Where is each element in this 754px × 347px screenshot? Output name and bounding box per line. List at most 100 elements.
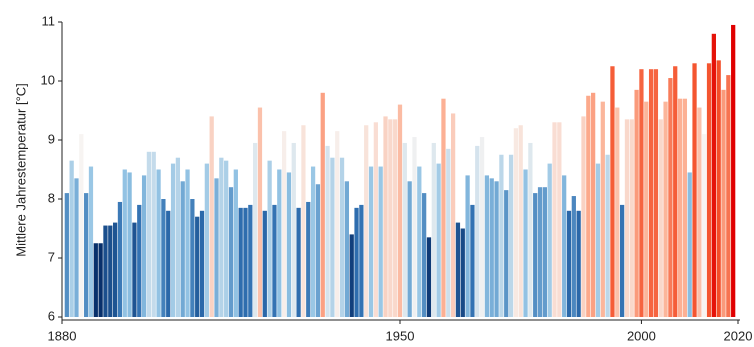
bar xyxy=(224,160,229,317)
bar xyxy=(562,175,567,317)
bar xyxy=(581,116,586,318)
bar xyxy=(170,163,176,317)
bar xyxy=(354,207,359,317)
bar xyxy=(267,160,272,317)
bar xyxy=(156,169,161,317)
bar xyxy=(306,201,311,317)
bar xyxy=(615,107,620,317)
bar xyxy=(98,243,103,317)
bar xyxy=(668,78,673,317)
bar xyxy=(368,166,374,317)
bar xyxy=(431,142,436,317)
bar xyxy=(648,69,654,317)
bar xyxy=(108,225,113,317)
bar xyxy=(417,166,422,317)
bar xyxy=(682,98,688,317)
bar xyxy=(88,166,94,317)
x-tick-label: 1880 xyxy=(48,328,77,343)
bar xyxy=(721,89,726,317)
bar xyxy=(69,160,74,317)
bar xyxy=(339,157,345,317)
bar xyxy=(547,163,552,317)
bar xyxy=(383,116,388,318)
bar xyxy=(209,116,214,318)
bar xyxy=(344,181,350,317)
bar xyxy=(692,63,697,317)
x-tick-label: 2020 xyxy=(724,328,753,343)
bar xyxy=(228,187,234,317)
bar xyxy=(325,145,330,317)
bar xyxy=(605,154,610,317)
bar xyxy=(315,184,321,317)
bar xyxy=(301,125,306,317)
bar xyxy=(499,154,504,317)
bar xyxy=(402,142,407,317)
bar xyxy=(214,178,219,317)
bar xyxy=(103,225,108,317)
bar xyxy=(378,166,383,317)
bar xyxy=(412,137,417,317)
bar xyxy=(513,128,519,317)
bar xyxy=(195,216,200,317)
bar xyxy=(726,75,731,317)
bar xyxy=(364,125,369,317)
bar xyxy=(175,157,181,317)
bar xyxy=(639,69,644,317)
bar xyxy=(310,166,316,317)
bar xyxy=(455,222,461,317)
bar xyxy=(349,234,354,317)
bar xyxy=(576,210,581,317)
bar xyxy=(537,187,543,317)
bar xyxy=(335,131,340,317)
x-tick-label: 1950 xyxy=(386,328,415,343)
bar xyxy=(504,190,509,317)
bar xyxy=(161,199,166,317)
bar xyxy=(716,60,721,317)
bar xyxy=(219,157,224,317)
bar xyxy=(494,181,499,317)
bar xyxy=(204,163,209,317)
y-tick-label: 6 xyxy=(48,308,55,323)
bar xyxy=(330,157,335,317)
bar xyxy=(595,163,601,317)
bar xyxy=(373,122,378,317)
bar xyxy=(619,204,625,317)
bar xyxy=(658,119,663,317)
bar xyxy=(624,119,630,317)
bar xyxy=(272,204,277,317)
bar xyxy=(320,92,325,317)
bar xyxy=(190,199,195,317)
bar xyxy=(166,210,171,317)
bar xyxy=(281,131,287,317)
bar xyxy=(484,175,490,317)
bar xyxy=(446,148,451,317)
bar xyxy=(460,228,465,317)
bar xyxy=(296,207,301,317)
bar xyxy=(185,169,190,317)
y-tick-label: 10 xyxy=(41,72,55,87)
bar xyxy=(146,151,152,317)
x-tick-label: 2000 xyxy=(627,328,656,343)
bar xyxy=(663,101,668,318)
bar xyxy=(93,243,98,317)
bar xyxy=(137,204,142,317)
bar xyxy=(122,169,127,317)
bar xyxy=(533,193,538,317)
bar xyxy=(706,63,712,317)
bar xyxy=(127,172,132,317)
bar xyxy=(687,172,692,317)
bar xyxy=(132,222,137,317)
bar xyxy=(262,210,267,317)
bar xyxy=(586,95,591,317)
bar xyxy=(673,66,678,317)
bar xyxy=(702,134,707,317)
bar xyxy=(450,113,456,317)
bar xyxy=(79,134,84,317)
y-tick-label: 8 xyxy=(48,190,55,205)
bar xyxy=(84,193,89,317)
bar xyxy=(591,92,596,317)
bar xyxy=(653,69,659,317)
bar xyxy=(436,163,441,317)
bar xyxy=(74,178,79,317)
